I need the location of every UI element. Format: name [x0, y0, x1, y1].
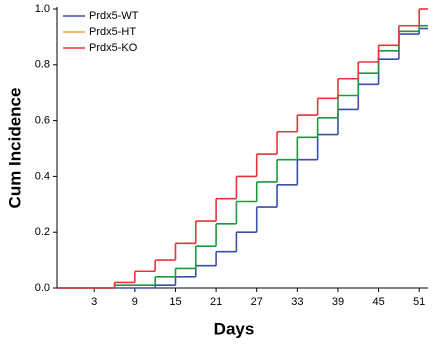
y-tick-label: 0.8 [35, 59, 50, 71]
x-tick-label: 51 [413, 296, 425, 308]
x-tick-label: 15 [169, 296, 181, 308]
y-tick-label: 1.0 [35, 3, 50, 15]
y-tick-label: 0.2 [35, 226, 50, 238]
x-tick-label: 9 [132, 296, 138, 308]
x-tick-label: 3 [91, 296, 97, 308]
x-tick-label: 27 [251, 296, 263, 308]
legend-label: Prdx5-KO [89, 42, 138, 54]
x-tick-label: 45 [372, 296, 384, 308]
x-tick-label: 39 [332, 296, 344, 308]
x-axis-title: Days [214, 319, 255, 338]
legend-label: Prdx5-WT [89, 10, 139, 22]
y-axis-title: Cum Incidence [5, 88, 24, 209]
legend-label: Prdx5-HT [89, 26, 136, 38]
y-tick-label: 0.0 [35, 282, 50, 294]
x-tick-label: 21 [210, 296, 222, 308]
y-tick-label: 0.4 [35, 170, 50, 182]
y-tick-label: 0.6 [35, 115, 50, 127]
x-tick-label: 33 [291, 296, 303, 308]
